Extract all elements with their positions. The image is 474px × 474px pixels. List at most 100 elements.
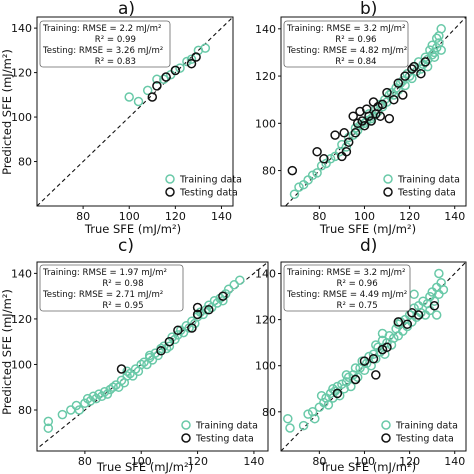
plot-frame xyxy=(36,16,234,207)
testing-point xyxy=(186,58,197,69)
x-axis-label: True SFE (mJ/m²) xyxy=(84,222,181,236)
y-tick-label: 140 xyxy=(255,23,276,36)
legend-training-marker xyxy=(383,174,393,184)
stats-line: Training: RMSE = 2.2 mJ/m² xyxy=(42,24,162,34)
x-tick-label: 120 xyxy=(165,210,186,223)
training-point xyxy=(418,296,428,306)
training-point xyxy=(341,370,352,380)
training-point xyxy=(289,189,300,199)
x-tick-label: 100 xyxy=(119,210,140,223)
testing-point xyxy=(116,364,127,374)
stats-line: R² = 0.83 xyxy=(95,57,136,67)
training-point xyxy=(223,284,234,295)
x-axis-label: True SFE (mJ/m²) xyxy=(96,460,193,474)
training-point xyxy=(319,397,329,408)
training-point xyxy=(285,423,295,433)
training-point xyxy=(436,45,446,55)
training-point xyxy=(438,284,449,295)
training-point xyxy=(74,405,85,415)
legend-label: Training data xyxy=(195,421,258,432)
testing-point xyxy=(398,90,408,100)
training-point xyxy=(130,364,141,374)
testing-point xyxy=(402,319,413,329)
testing-point xyxy=(350,128,361,138)
testing-point xyxy=(218,291,228,301)
training-point xyxy=(434,268,444,279)
testing-point xyxy=(429,301,440,311)
testing-point xyxy=(343,137,354,147)
testing-point xyxy=(204,305,214,315)
testing-point xyxy=(389,94,399,105)
testing-point xyxy=(152,81,162,91)
y-tick-label: 100 xyxy=(255,360,276,373)
testing-point xyxy=(368,354,379,364)
testing-point xyxy=(161,72,171,82)
y-tick-label: 100 xyxy=(11,111,32,124)
training-point xyxy=(125,368,135,379)
x-axis-label: True SFE (mJ/m²) xyxy=(319,460,416,474)
training-point xyxy=(122,366,132,377)
stats-line: R² = 0.96 xyxy=(336,279,377,289)
x-tick-label: 80 xyxy=(76,210,90,223)
training-point xyxy=(133,96,144,107)
plot-area: 80 100 120 140 80 100 120 140 Training: RMSE = 3… xyxy=(255,261,467,468)
training-point xyxy=(416,307,426,318)
y-tick-label: 80 xyxy=(18,156,32,169)
testing-point xyxy=(413,310,424,320)
legend-label: Training data xyxy=(395,421,458,432)
training-point xyxy=(377,328,388,339)
stats-line: Testing: RMSE = 4.49 mJ/m² xyxy=(286,290,407,300)
y-tick-label: 120 xyxy=(11,67,32,80)
ideal-fit-line xyxy=(37,17,233,206)
stats-box xyxy=(39,20,171,68)
y-tick-label: 140 xyxy=(11,267,32,280)
testing-point xyxy=(377,344,388,355)
training-point xyxy=(337,379,347,389)
training-point xyxy=(294,182,304,192)
training-point xyxy=(108,382,118,392)
stats-line: R² = 0.99 xyxy=(95,35,136,45)
y-tick-label: 100 xyxy=(255,117,276,130)
training-point xyxy=(136,359,146,370)
training-point xyxy=(150,348,161,358)
stats-line: Training: RMSE = 1.97 mJ/m² xyxy=(42,268,167,278)
y-tick-label: 140 xyxy=(255,268,276,281)
testing-point xyxy=(339,128,349,138)
testing-point xyxy=(400,71,410,81)
training-point xyxy=(312,168,322,178)
training-point xyxy=(298,420,309,431)
testing-point xyxy=(312,146,322,157)
panel-label: a) xyxy=(118,0,135,19)
training-point xyxy=(314,402,325,412)
training-point xyxy=(341,142,352,152)
training-point xyxy=(436,24,446,34)
testing-point xyxy=(416,68,426,79)
stats-box xyxy=(283,20,409,68)
training-point xyxy=(323,400,334,410)
testing-point xyxy=(373,102,383,112)
plot-area: 80 100 120 140 80 100 120 140 Training: RMSE = 1… xyxy=(11,261,269,468)
training-point xyxy=(334,390,345,401)
legend-testing-marker xyxy=(165,187,175,197)
x-tick-label: 140 xyxy=(444,455,465,468)
training-point xyxy=(182,56,192,67)
x-tick-label: 120 xyxy=(187,455,208,468)
training-point xyxy=(181,321,192,331)
testing-point xyxy=(382,87,392,98)
plot-area: 80 100 120 140 80 100 120 140 Training: RMSE = 3… xyxy=(255,16,467,223)
training-point xyxy=(283,413,293,424)
training-point xyxy=(105,384,115,395)
x-tick-label: 140 xyxy=(243,455,264,468)
legend-label: Testing data xyxy=(195,434,254,445)
testing-point xyxy=(359,120,370,131)
legend-label: Testing data xyxy=(179,188,238,199)
stats-line: Testing: RMSE = 3.26 mJ/m² xyxy=(42,46,163,56)
training-point xyxy=(175,63,185,73)
y-tick-label: 120 xyxy=(11,313,32,326)
training-point xyxy=(99,387,110,397)
training-point xyxy=(429,296,440,306)
testing-point xyxy=(384,113,395,124)
training-point xyxy=(212,298,223,308)
training-point xyxy=(310,413,320,424)
